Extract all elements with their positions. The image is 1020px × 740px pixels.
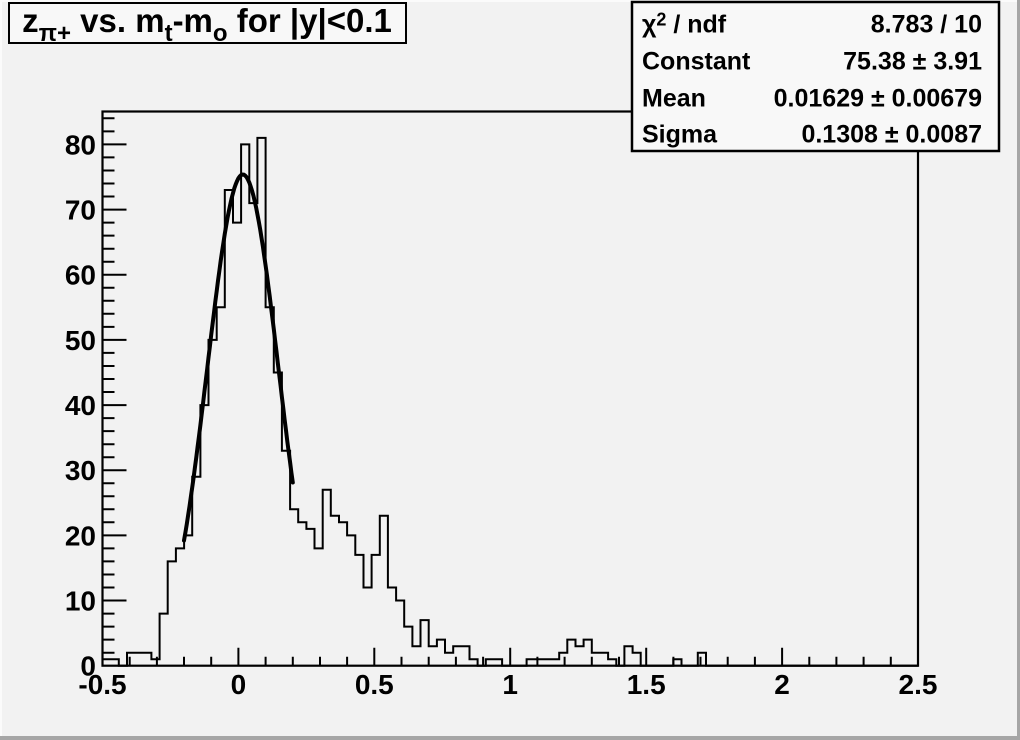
svg-text:1.5: 1.5 — [627, 669, 666, 700]
svg-text:70: 70 — [65, 195, 96, 226]
svg-text:0: 0 — [80, 651, 96, 682]
svg-text:Constant: Constant — [642, 48, 751, 76]
svg-text:Mean: Mean — [642, 85, 706, 113]
svg-text:Sigma: Sigma — [642, 121, 718, 149]
svg-text:40: 40 — [65, 390, 96, 421]
svg-text:1: 1 — [502, 669, 518, 700]
svg-text:60: 60 — [65, 260, 96, 291]
svg-text:30: 30 — [65, 455, 96, 486]
svg-text:0.01629 ± 0.00679: 0.01629 ± 0.00679 — [774, 85, 982, 113]
svg-text:2.5: 2.5 — [899, 669, 938, 700]
svg-text:75.38 ± 3.91: 75.38 ± 3.91 — [843, 48, 982, 76]
svg-text:0.1308 ± 0.0087: 0.1308 ± 0.0087 — [801, 121, 982, 149]
svg-text:10: 10 — [65, 586, 96, 617]
svg-text:0: 0 — [231, 669, 247, 700]
svg-text:χ2 / ndf: χ2 / ndf — [642, 10, 727, 39]
svg-text:0.5: 0.5 — [355, 669, 394, 700]
svg-text:8.783 / 10: 8.783 / 10 — [871, 11, 982, 39]
svg-text:50: 50 — [65, 325, 96, 356]
svg-text:2: 2 — [774, 669, 790, 700]
svg-text:20: 20 — [65, 520, 96, 551]
svg-text:-0.5: -0.5 — [78, 669, 126, 700]
svg-text:80: 80 — [65, 129, 96, 160]
